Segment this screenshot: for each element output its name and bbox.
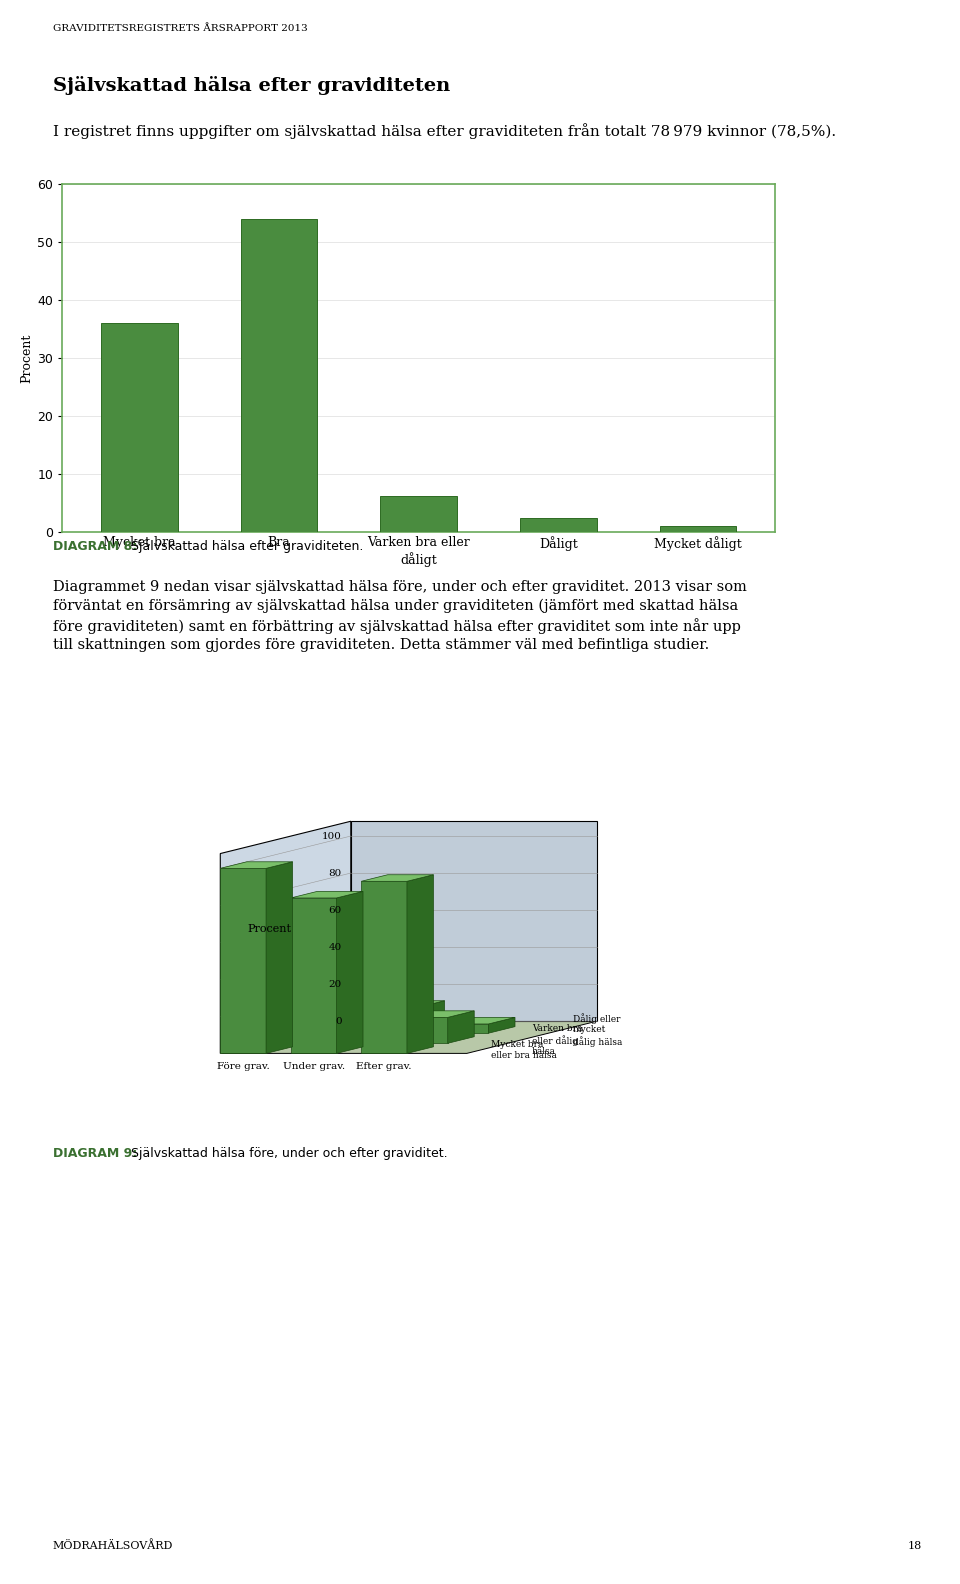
- Polygon shape: [402, 1017, 447, 1044]
- Polygon shape: [301, 1017, 374, 1023]
- Text: DIAGRAM 9:: DIAGRAM 9:: [53, 1147, 137, 1159]
- Text: I registret finns uppgifter om självskattad hälsa efter graviditeten från totalt: I registret finns uppgifter om självskat…: [53, 124, 836, 139]
- Polygon shape: [443, 1017, 515, 1023]
- Polygon shape: [350, 821, 597, 1022]
- Polygon shape: [489, 1017, 515, 1033]
- Bar: [520, 518, 597, 532]
- Polygon shape: [220, 862, 293, 868]
- Text: Självskattad hälsa efter graviditeten: Självskattad hälsa efter graviditeten: [53, 76, 450, 95]
- Text: 0: 0: [335, 1017, 342, 1025]
- Polygon shape: [261, 1017, 307, 1044]
- Text: Diagrammet 9 nedan visar självskattad hälsa före, under och efter graviditet. 20: Diagrammet 9 nedan visar självskattad hä…: [53, 580, 747, 653]
- Polygon shape: [301, 1023, 348, 1033]
- Polygon shape: [372, 1007, 418, 1033]
- Y-axis label: Procent: Procent: [20, 333, 34, 383]
- Polygon shape: [348, 1017, 374, 1033]
- Polygon shape: [291, 892, 363, 898]
- Text: Självskattad hälsa före, under och efter graviditet.: Självskattad hälsa före, under och efter…: [127, 1147, 447, 1159]
- Polygon shape: [418, 1001, 444, 1033]
- Text: Efter grav.: Efter grav.: [356, 1061, 412, 1071]
- Polygon shape: [361, 881, 407, 1053]
- Text: MÖDRAHÄLSOVÅRD: MÖDRAHÄLSOVÅRD: [53, 1541, 173, 1551]
- Text: 18: 18: [907, 1541, 922, 1551]
- Bar: [660, 526, 736, 532]
- Text: 100: 100: [322, 832, 342, 841]
- Polygon shape: [307, 1011, 333, 1044]
- Polygon shape: [361, 874, 434, 881]
- Polygon shape: [220, 1022, 597, 1053]
- Text: Under grav.: Under grav.: [282, 1061, 345, 1071]
- Polygon shape: [266, 862, 293, 1053]
- Text: Varken bra
eller dålig
hälsa: Varken bra eller dålig hälsa: [532, 1023, 583, 1057]
- Text: DIAGRAM 8:: DIAGRAM 8:: [53, 540, 137, 553]
- Text: Självskattad hälsa efter graviditeten.: Självskattad hälsa efter graviditeten.: [127, 540, 363, 553]
- Bar: [241, 219, 318, 532]
- Bar: [101, 323, 178, 532]
- Text: 20: 20: [328, 979, 342, 988]
- Polygon shape: [402, 1011, 474, 1017]
- Text: Mycket bra
eller bra hälsa: Mycket bra eller bra hälsa: [492, 1041, 557, 1060]
- Polygon shape: [291, 898, 337, 1053]
- Text: 80: 80: [328, 868, 342, 878]
- Polygon shape: [337, 892, 363, 1053]
- Text: 40: 40: [328, 942, 342, 952]
- Polygon shape: [377, 1003, 404, 1044]
- Text: 60: 60: [328, 906, 342, 914]
- Polygon shape: [407, 874, 434, 1053]
- Polygon shape: [220, 821, 350, 1053]
- Text: Dålig eller
mycket
dålig hälsa: Dålig eller mycket dålig hälsa: [573, 1014, 622, 1047]
- Polygon shape: [220, 868, 266, 1053]
- Polygon shape: [443, 1023, 489, 1033]
- Text: GRAVIDITETSREGISTRETS ÅRSRAPPORT 2013: GRAVIDITETSREGISTRETS ÅRSRAPPORT 2013: [53, 24, 307, 33]
- Polygon shape: [331, 1003, 404, 1011]
- Polygon shape: [447, 1011, 474, 1044]
- Polygon shape: [261, 1011, 333, 1017]
- Text: Före grav.: Före grav.: [217, 1061, 270, 1071]
- Text: Procent: Procent: [248, 923, 291, 933]
- Polygon shape: [331, 1011, 377, 1044]
- Bar: [380, 496, 457, 532]
- Polygon shape: [372, 1001, 444, 1007]
